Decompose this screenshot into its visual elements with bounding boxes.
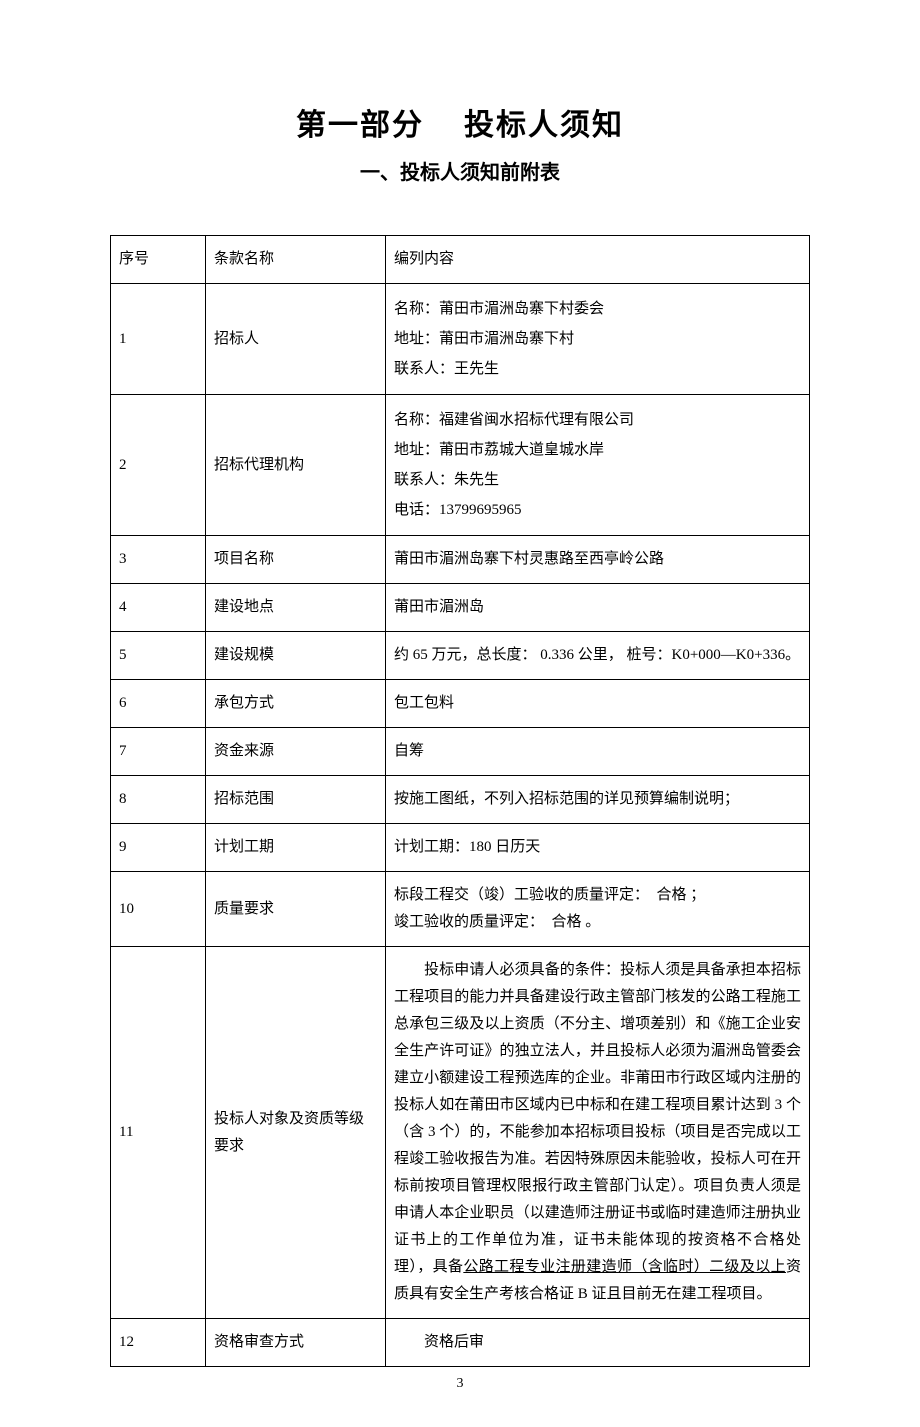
- cell-num: 3: [111, 536, 206, 584]
- cell-name: 资格审查方式: [206, 1319, 386, 1367]
- cell-num: 5: [111, 632, 206, 680]
- table-row: 9 计划工期 计划工期：180 日历天: [111, 824, 810, 872]
- cell-name: 项目名称: [206, 536, 386, 584]
- cell-content: 莆田市湄洲岛寨下村灵惠路至西亭岭公路: [386, 536, 810, 584]
- table-row: 8 招标范围 按施工图纸，不列入招标范围的详见预算编制说明；: [111, 776, 810, 824]
- table-row: 5 建设规模 约 65 万元，总长度： 0.336 公里， 桩号：K0+000—…: [111, 632, 810, 680]
- content-line: 标段工程交（竣）工验收的质量评定： 合格 ；: [394, 882, 801, 909]
- header-name: 条款名称: [206, 236, 386, 284]
- content-line: 竣工验收的质量评定： 合格 。: [394, 909, 801, 936]
- table-row: 11 投标人对象及资质等级要求 投标申请人必须具备的条件：投标人须是具备承担本招…: [111, 947, 810, 1319]
- cell-name: 建设规模: [206, 632, 386, 680]
- cell-name: 招标代理机构: [206, 395, 386, 536]
- cell-name: 招标人: [206, 284, 386, 395]
- cell-num: 8: [111, 776, 206, 824]
- content-line: 名称：莆田市湄洲岛寨下村委会: [394, 294, 801, 324]
- bidder-notice-table: 序号 条款名称 编列内容 1 招标人 名称：莆田市湄洲岛寨下村委会 地址：莆田市…: [110, 235, 810, 1367]
- cell-name: 资金来源: [206, 728, 386, 776]
- cell-content: 标段工程交（竣）工验收的质量评定： 合格 ； 竣工验收的质量评定： 合格 。: [386, 872, 810, 947]
- cell-content: 名称：福建省闽水招标代理有限公司 地址：莆田市荔城大道皇城水岸 联系人：朱先生 …: [386, 395, 810, 536]
- table-row: 12 资格审查方式 资格后审: [111, 1319, 810, 1367]
- cell-content: 按施工图纸，不列入招标范围的详见预算编制说明；: [386, 776, 810, 824]
- cell-name: 招标范围: [206, 776, 386, 824]
- table-row: 6 承包方式 包工包料: [111, 680, 810, 728]
- page-number: 3: [0, 1376, 920, 1392]
- content-line: 名称：福建省闽水招标代理有限公司: [394, 405, 801, 435]
- main-title-left: 第一部分: [296, 109, 424, 142]
- table-row: 4 建设地点 莆田市湄洲岛: [111, 584, 810, 632]
- cell-content: 名称：莆田市湄洲岛寨下村委会 地址：莆田市湄洲岛寨下村 联系人：王先生: [386, 284, 810, 395]
- cell-content: 计划工期：180 日历天: [386, 824, 810, 872]
- header-content: 编列内容: [386, 236, 810, 284]
- cell-content: 投标申请人必须具备的条件：投标人须是具备承担本招标工程项目的能力并具备建设行政主…: [386, 947, 810, 1319]
- cell-name: 建设地点: [206, 584, 386, 632]
- main-title: 第一部分 投标人须知: [110, 100, 810, 144]
- cell-num: 12: [111, 1319, 206, 1367]
- cell-name: 计划工期: [206, 824, 386, 872]
- cell-num: 6: [111, 680, 206, 728]
- cell-num: 1: [111, 284, 206, 395]
- content-line: 地址：莆田市湄洲岛寨下村: [394, 324, 801, 354]
- main-title-right: 投标人须知: [464, 109, 624, 142]
- content-line: 地址：莆田市荔城大道皇城水岸: [394, 435, 801, 465]
- cell-name: 承包方式: [206, 680, 386, 728]
- cell-content: 自筹: [386, 728, 810, 776]
- cell-content: 资格后审: [386, 1319, 810, 1367]
- table-row: 1 招标人 名称：莆田市湄洲岛寨下村委会 地址：莆田市湄洲岛寨下村 联系人：王先…: [111, 284, 810, 395]
- table-row: 10 质量要求 标段工程交（竣）工验收的质量评定： 合格 ； 竣工验收的质量评定…: [111, 872, 810, 947]
- document-page: 第一部分 投标人须知 一、投标人须知前附表 序号 条款名称 编列内容 1 招标人 …: [0, 0, 920, 1427]
- content-line: 联系人：朱先生: [394, 465, 801, 495]
- cell-content: 包工包料: [386, 680, 810, 728]
- content-line: 电话：13799695965: [394, 495, 801, 525]
- cell-name: 质量要求: [206, 872, 386, 947]
- cell-content: 莆田市湄洲岛: [386, 584, 810, 632]
- cell-content: 约 65 万元，总长度： 0.336 公里， 桩号：K0+000—K0+336。: [386, 632, 810, 680]
- sub-title: 一、投标人须知前附表: [110, 156, 810, 185]
- table-row: 2 招标代理机构 名称：福建省闽水招标代理有限公司 地址：莆田市荔城大道皇城水岸…: [111, 395, 810, 536]
- header-num: 序号: [111, 236, 206, 284]
- cell-num: 4: [111, 584, 206, 632]
- cell-num: 2: [111, 395, 206, 536]
- table-row: 7 资金来源 自筹: [111, 728, 810, 776]
- cell-num: 10: [111, 872, 206, 947]
- cell-name: 投标人对象及资质等级要求: [206, 947, 386, 1319]
- cell-num: 11: [111, 947, 206, 1319]
- table-row: 3 项目名称 莆田市湄洲岛寨下村灵惠路至西亭岭公路: [111, 536, 810, 584]
- table-header-row: 序号 条款名称 编列内容: [111, 236, 810, 284]
- qual-text-prefix: 投标申请人必须具备的条件：投标人须是具备承担本招标工程项目的能力并具备建设行政主…: [394, 962, 801, 1275]
- cell-num: 7: [111, 728, 206, 776]
- content-line: 联系人：王先生: [394, 354, 801, 384]
- cell-num: 9: [111, 824, 206, 872]
- qual-text-underline: 公路工程专业注册建造师（含临时）二级及以上: [463, 1259, 786, 1275]
